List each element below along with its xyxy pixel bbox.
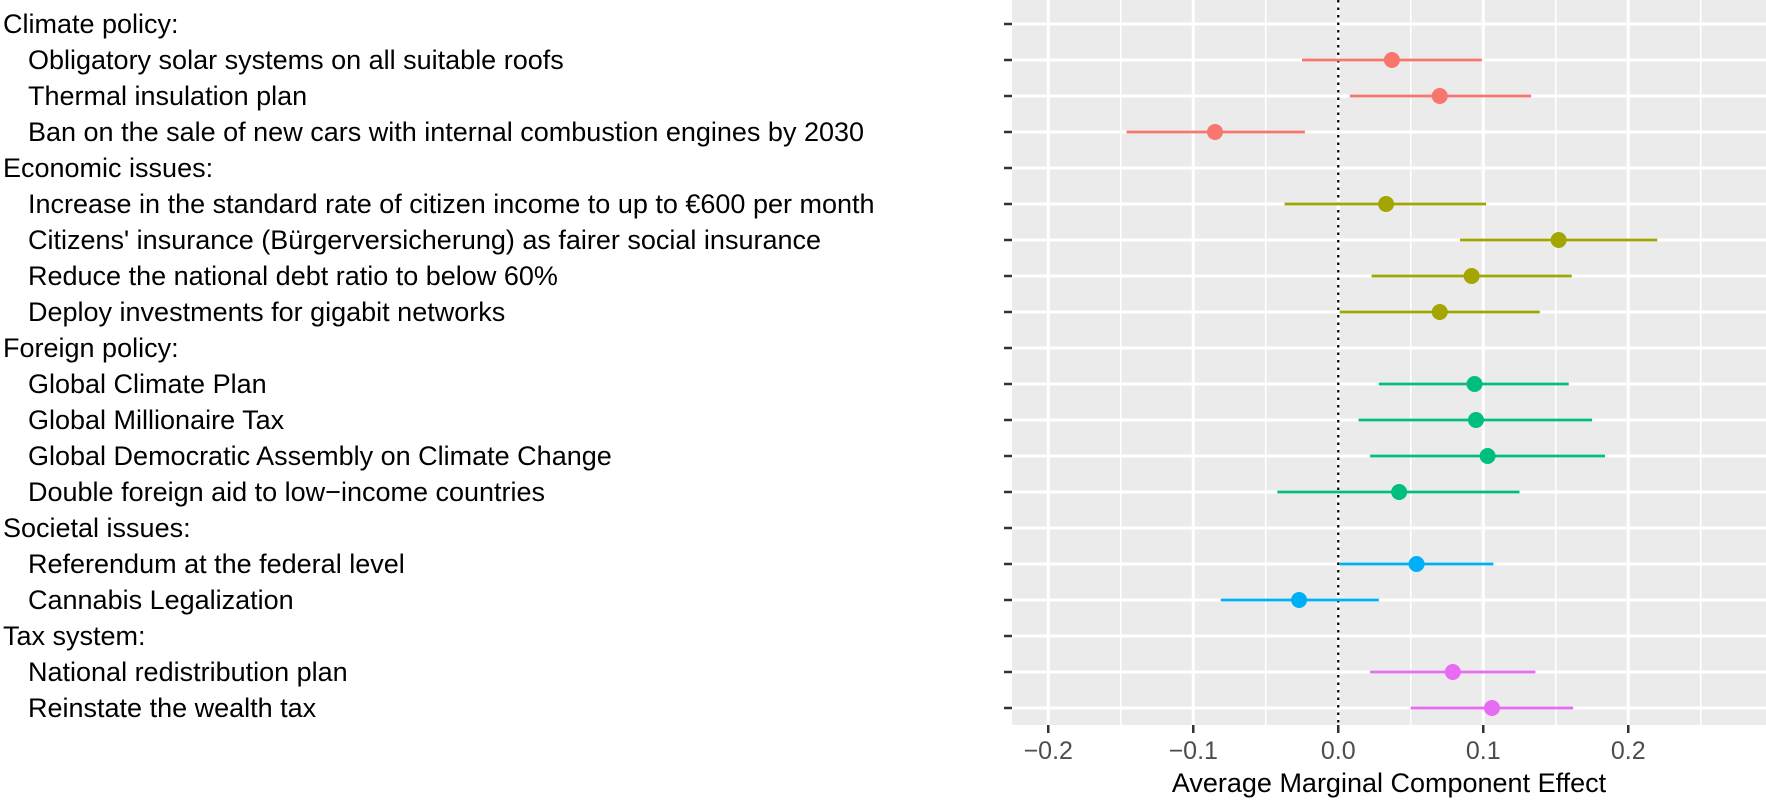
attribute-label: Reinstate the wealth tax [28, 693, 317, 723]
attribute-label: Global Democratic Assembly on Climate Ch… [28, 441, 612, 471]
x-tick-label: −0.1 [1169, 737, 1218, 765]
group-header-label: Tax system: [3, 621, 146, 651]
attribute-label: Ban on the sale of new cars with interna… [28, 117, 864, 147]
point-estimate [1550, 232, 1567, 248]
x-tick-label: 0.1 [1466, 737, 1501, 765]
point-estimate [1383, 52, 1400, 68]
attribute-label: Double foreign aid to low−income countri… [28, 477, 545, 507]
point-estimate [1479, 448, 1496, 464]
x-tick-label: −0.2 [1024, 737, 1073, 765]
point-estimate [1431, 304, 1448, 320]
attribute-label: Referendum at the federal level [28, 549, 405, 579]
point-estimate [1466, 376, 1483, 392]
row-label-layer: Climate policy: Obligatory solar systems … [3, 9, 875, 723]
attribute-label: National redistribution plan [28, 657, 348, 687]
point-estimate [1378, 196, 1395, 212]
point-estimate [1207, 124, 1223, 140]
estimate-layer [1126, 52, 1658, 716]
attribute-label: Thermal insulation plan [28, 81, 307, 111]
point-estimate [1391, 484, 1408, 500]
point-estimate [1463, 268, 1480, 284]
x-tick-layer: −0.2 −0.1 0.0 0.1 0.2 [1024, 725, 1646, 765]
point-estimate [1483, 700, 1500, 716]
group-header-label: Economic issues: [3, 153, 213, 183]
attribute-label: Global Millionaire Tax [28, 405, 285, 435]
attribute-label: Reduce the national debt ratio to below … [28, 261, 558, 291]
point-estimate [1444, 664, 1461, 680]
x-tick-label: 0.0 [1321, 737, 1356, 765]
group-header-label: Foreign policy: [3, 333, 179, 363]
point-estimate [1291, 592, 1308, 608]
attribute-label: Deploy investments for gigabit networks [28, 297, 505, 327]
attribute-label: Increase in the standard rate of citizen… [28, 189, 875, 219]
group-header-label: Societal issues: [3, 513, 191, 543]
group-header-label: Climate policy: [3, 9, 179, 39]
attribute-label: Cannabis Legalization [28, 585, 294, 615]
plot-panel [1012, 0, 1766, 725]
point-estimate [1468, 412, 1484, 428]
attribute-label: Citizens' insurance (Bürgerversicherung)… [28, 225, 821, 255]
attribute-label: Obligatory solar systems on all suitable… [28, 45, 564, 75]
y-tick-layer [1004, 22, 1012, 710]
x-axis-title: Average Marginal Component Effect [1172, 768, 1607, 798]
point-estimate [1431, 88, 1448, 104]
attribute-label: Global Climate Plan [28, 369, 267, 399]
x-tick-label: 0.2 [1611, 737, 1646, 765]
point-estimate [1408, 556, 1425, 572]
